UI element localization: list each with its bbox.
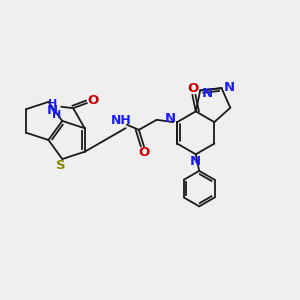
Text: N: N: [224, 81, 235, 94]
Text: N: N: [190, 155, 201, 168]
Text: O: O: [138, 146, 150, 159]
Text: NH: NH: [111, 114, 132, 127]
Text: S: S: [56, 159, 66, 172]
Text: O: O: [87, 94, 98, 107]
Text: H: H: [52, 110, 61, 120]
Text: O: O: [188, 82, 199, 95]
Text: N: N: [47, 104, 58, 117]
Text: N: N: [202, 87, 213, 100]
Text: N: N: [165, 112, 176, 125]
Text: H: H: [48, 100, 57, 110]
